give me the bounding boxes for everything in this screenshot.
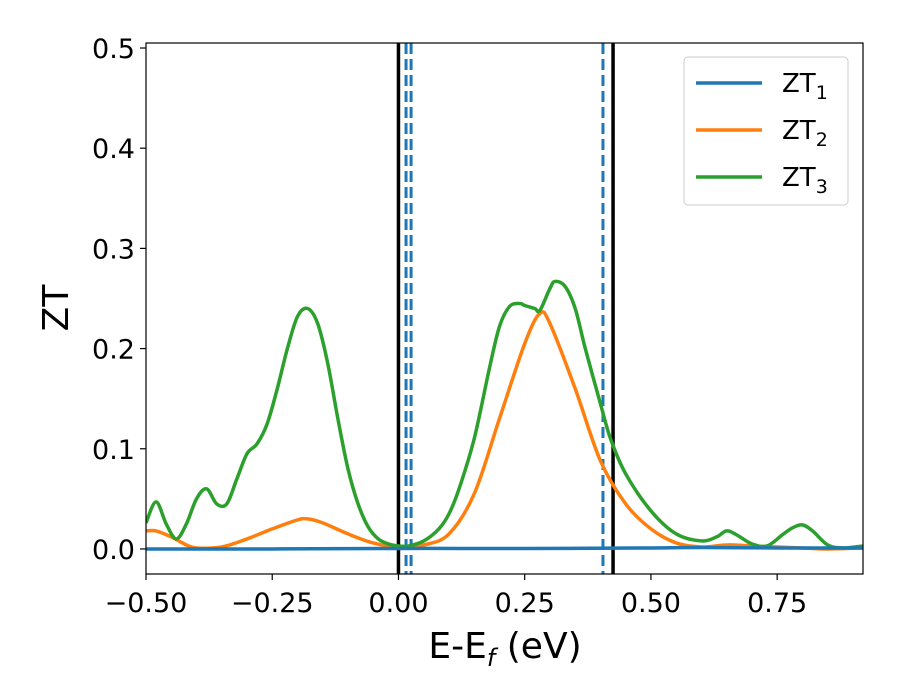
y-tick-label: 0.4 (92, 134, 135, 165)
x-axis-title: E-Ef (eV) (428, 626, 581, 672)
x-tick-label: −0.25 (231, 588, 314, 619)
y-tick-label: 0.0 (92, 535, 135, 566)
series-lines (146, 279, 863, 551)
y-axis-title: ZT (36, 284, 77, 332)
legend-label-zt2: ZT2 (782, 116, 828, 151)
x-axis-label: E-E (428, 626, 486, 667)
series-line-zt1 (146, 545, 863, 551)
x-tick-label: 0.00 (368, 588, 428, 619)
legend: ZT1 ZT2 ZT3 (683, 56, 849, 206)
x-tick-label: 0.25 (495, 588, 555, 619)
y-tick-label: 0.1 (92, 435, 135, 466)
y-tick-label: 0.5 (92, 34, 135, 65)
legend-box (683, 56, 849, 206)
x-axis-label-unit: (eV) (495, 626, 581, 667)
legend-label-zt3: ZT3 (782, 163, 828, 198)
y-tick-label: 0.2 (92, 335, 135, 366)
legend-label-zt1: ZT1 (782, 69, 828, 104)
x-axis: −0.50 −0.25 0.00 0.25 0.50 0.75 (105, 574, 807, 619)
series-line-zt3 (146, 279, 863, 550)
series-line-zt2 (146, 310, 863, 551)
y-tick-label: 0.3 (92, 234, 135, 265)
x-tick-label: 0.75 (747, 588, 807, 619)
x-tick-label: −0.50 (105, 588, 188, 619)
plot-frame (145, 42, 864, 575)
reference-lines (396, 43, 615, 574)
x-tick-label: 0.50 (621, 588, 681, 619)
y-axis: 0.0 0.1 0.2 0.3 0.4 0.5 (92, 34, 146, 566)
